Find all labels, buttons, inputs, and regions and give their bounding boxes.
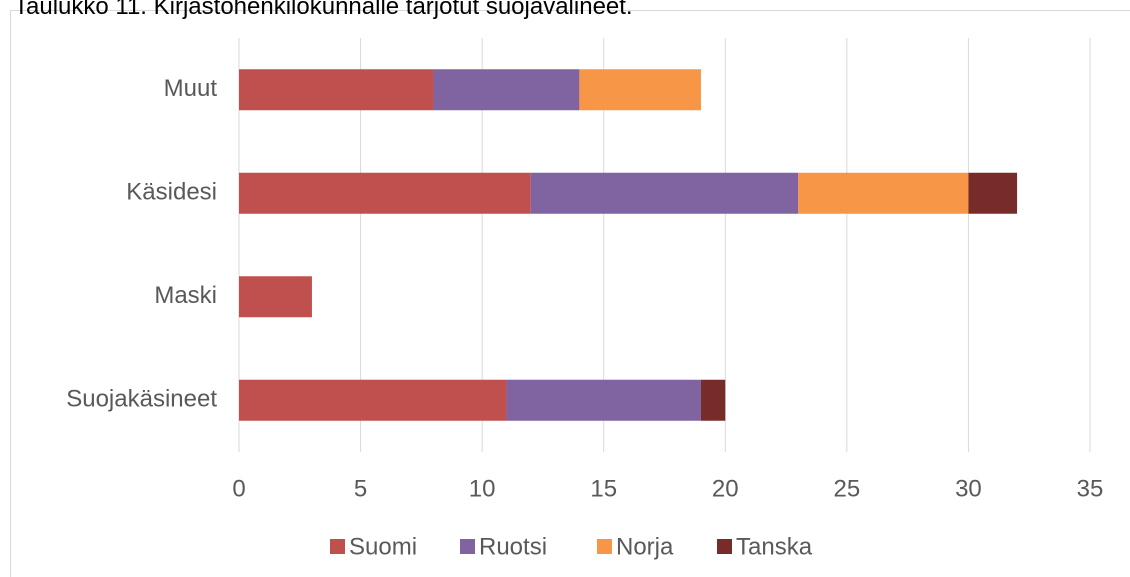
bar-segment <box>239 379 507 421</box>
chart-frame <box>10 10 1130 577</box>
x-tick-label: 15 <box>590 475 617 502</box>
bar-segment <box>239 276 312 318</box>
bar-segment <box>968 172 1018 214</box>
legend-swatch <box>597 539 612 554</box>
bar-segment <box>700 379 726 421</box>
bar-segment <box>239 172 531 214</box>
x-tick-label: 20 <box>712 475 739 502</box>
bar-segment <box>239 69 434 111</box>
x-tick-label: 25 <box>834 475 861 502</box>
bar-segment <box>433 69 580 111</box>
legend-swatch <box>460 539 475 554</box>
legend-label: Ruotsi <box>479 533 547 560</box>
x-tick-label: 0 <box>232 475 245 502</box>
legend-label: Suomi <box>349 533 417 560</box>
legend-swatch <box>330 539 345 554</box>
bar-segment <box>798 172 969 214</box>
y-tick-label: Suojakäsineet <box>66 386 217 413</box>
bar-segment <box>506 379 701 421</box>
legend-swatch <box>717 539 732 554</box>
x-tick-label: 5 <box>354 475 367 502</box>
chart-title: Taulukko 11. Kirjastohenkilökunnalle tar… <box>14 0 633 20</box>
y-tick-label: Maski <box>154 282 217 309</box>
bar-segment <box>530 172 799 214</box>
y-tick-label: Muut <box>164 75 218 102</box>
y-tick-label: Käsidesi <box>126 179 217 206</box>
x-tick-label: 30 <box>955 475 982 502</box>
legend-label: Norja <box>616 533 674 560</box>
legend-label: Tanska <box>736 533 813 560</box>
x-tick-label: 10 <box>469 475 496 502</box>
bar-segment <box>579 69 701 111</box>
x-tick-label: 35 <box>1077 475 1104 502</box>
